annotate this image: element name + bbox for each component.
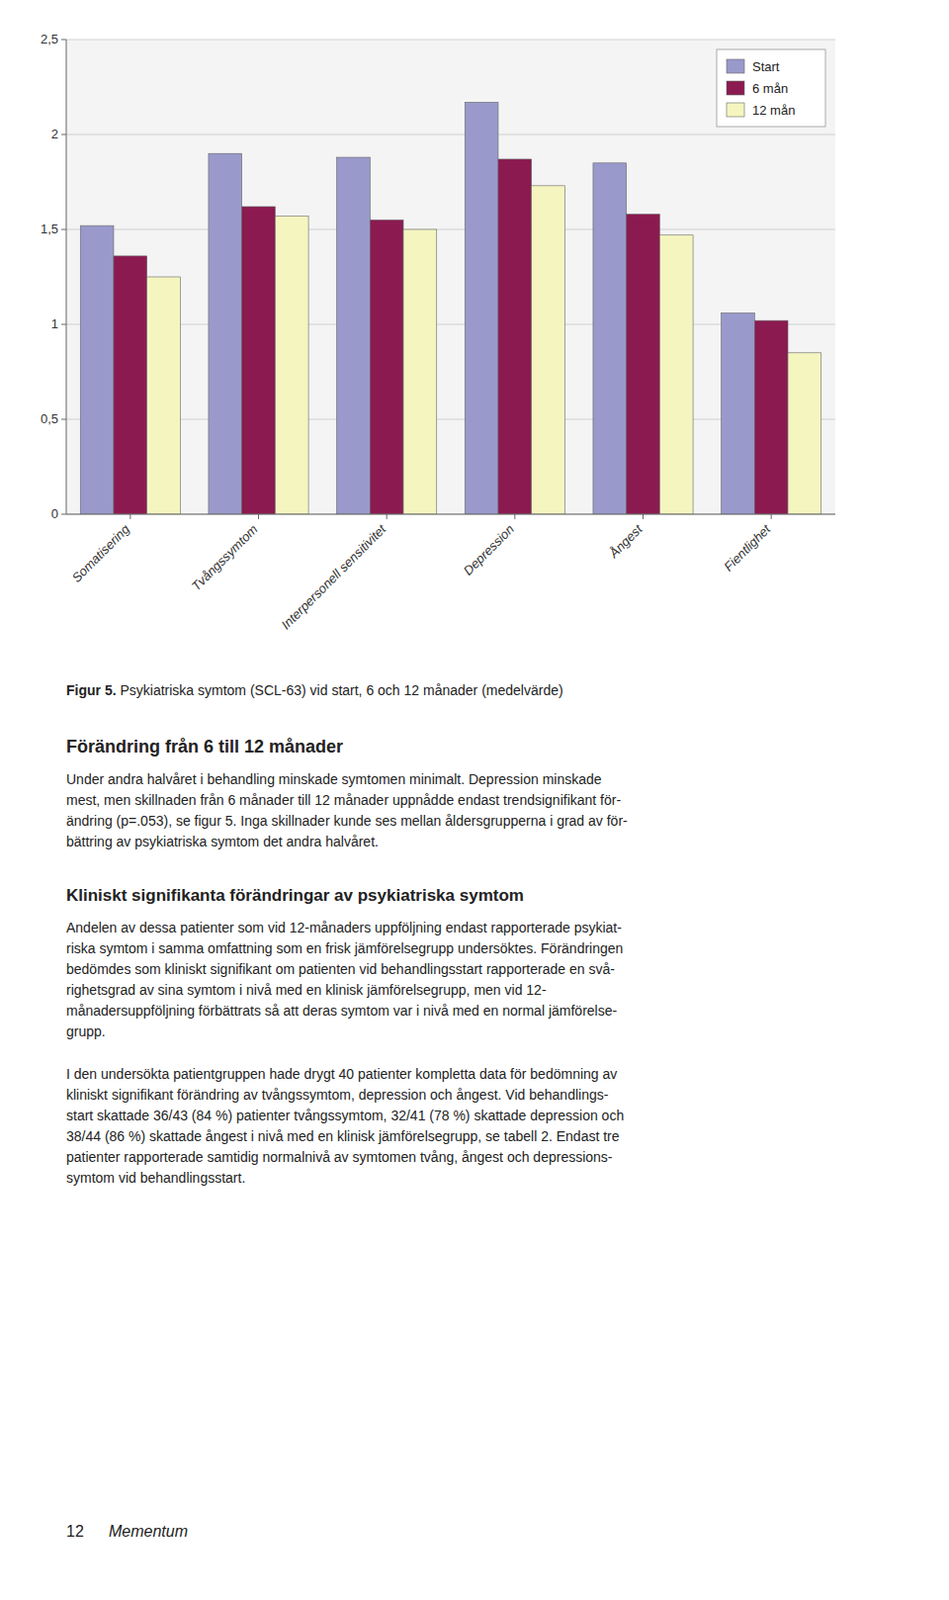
x-axis: Somatisering TvångssymtomInterpersonell s…	[69, 514, 776, 632]
legend-box	[716, 49, 826, 127]
y-tick-label: 1	[51, 316, 59, 332]
bar	[274, 216, 309, 515]
bar	[721, 312, 756, 515]
bar	[498, 159, 532, 515]
heading: Förändring från 6 till 12 månader	[66, 736, 344, 758]
y-tick	[61, 514, 67, 516]
bar	[208, 153, 243, 515]
footer-title: Mementum	[108, 1522, 188, 1541]
x-tick-label: Depression	[460, 521, 518, 579]
paragraph-line: I den undersökta patientgruppen hade dry…	[66, 1065, 617, 1082]
x-tick	[129, 514, 131, 519]
paragraph-line: grupp.	[66, 1023, 106, 1039]
page: 0 0,5 1 1,5 2 2,5 Somatisering TvångssymtomInte…	[0, 0, 949, 1600]
x-tick-label: Tvångssymtom	[188, 520, 261, 594]
legend-label: 6 mån	[752, 81, 788, 96]
y-tick-label: 2,5	[40, 31, 59, 47]
y-axis: 0 0,5 1 1,5 2 2,5	[40, 31, 67, 521]
bar	[147, 276, 181, 515]
y-tick-label: 0,5	[40, 411, 59, 427]
legend-swatch	[726, 59, 745, 74]
grid-line	[66, 324, 836, 326]
x-tick	[258, 514, 259, 519]
y-tick	[61, 134, 67, 136]
bars	[80, 101, 821, 515]
x-tick-label: Fientlighet	[720, 520, 775, 575]
paragraph-line: symtom vid behandlingsstart.	[66, 1169, 246, 1186]
paragraph-line: riska symtom i samma omfattning som en f…	[66, 940, 623, 956]
bar	[754, 320, 788, 515]
x-tick	[642, 514, 644, 519]
x-tick	[771, 514, 773, 519]
legend-label: 12 mån	[752, 102, 795, 118]
paragraph-line: Under andra halvåret i behandling minska…	[66, 771, 603, 787]
figure-caption-text: Psykiatriska symtom (SCL-63) vid start, …	[116, 682, 564, 698]
bar	[626, 214, 661, 515]
heading: Kliniskt signifikanta förändringar av ps…	[66, 885, 524, 906]
bar	[593, 163, 627, 515]
x-tick-label: Ångest	[605, 520, 647, 562]
paragraph-line: månadersuppföljning förbättrats så att d…	[66, 1002, 617, 1019]
paragraph-line: kliniskt signifikant förändring av tvång…	[66, 1086, 608, 1103]
bar	[659, 235, 693, 515]
paragraph-line: bättring av psykiatriska symtom det andr…	[66, 833, 379, 850]
bar	[403, 229, 437, 515]
paragraph-line: righetsgrad av sina symtom i nivå med en…	[66, 981, 547, 998]
y-tick-label: 2	[51, 126, 59, 142]
footer-page-number: 12	[66, 1522, 85, 1541]
y-tick-label: 1,5	[40, 221, 59, 237]
bar	[369, 219, 404, 515]
bar	[531, 185, 566, 515]
legend-swatch	[726, 81, 745, 95]
paragraph-line: ändring (p=.053), se figur 5. Inga skill…	[66, 812, 628, 829]
grid-line	[66, 39, 836, 41]
grid-line	[66, 419, 836, 421]
legend-swatch	[726, 102, 745, 117]
paragraph-line: patienter rapporterade samtidig normalni…	[66, 1148, 613, 1165]
y-tick	[61, 419, 67, 421]
x-tick	[386, 514, 388, 519]
bar	[113, 256, 148, 515]
x-axis-line	[66, 514, 836, 516]
x-tick-label: Interpersonell sensitivitet	[278, 520, 391, 633]
grid	[66, 39, 836, 515]
legend: Start 6 mån 12 mån	[716, 49, 826, 127]
paragraph-line: bedömdes som kliniskt signifikant om pat…	[66, 960, 615, 977]
bar	[787, 352, 822, 515]
x-tick-label: Somatisering	[69, 520, 134, 586]
y-axis-line	[66, 39, 68, 515]
y-tick	[61, 324, 67, 326]
grid-line	[66, 229, 836, 231]
figure-caption-label: Figur 5.	[66, 682, 117, 698]
bar	[80, 225, 114, 515]
legend-label: Start	[752, 59, 780, 75]
y-tick	[61, 39, 67, 41]
paragraph-line: Andelen av dessa patienter som vid 12-må…	[66, 919, 622, 936]
bar	[242, 206, 276, 515]
chart: 0 0,5 1 1,5 2 2,5 Somatisering TvångssymtomInte…	[0, 0, 949, 683]
y-tick-label: 0	[51, 506, 59, 521]
grid-line	[66, 514, 836, 516]
bar	[464, 101, 499, 515]
paragraph-line: 38/44 (86 %) skattade ångest i nivå med …	[66, 1127, 620, 1144]
grid-line	[66, 134, 836, 136]
bar	[337, 157, 371, 515]
figure-caption: Figur 5. Psykiatriska symtom (SCL-63) vi…	[66, 682, 564, 698]
y-tick	[61, 229, 67, 231]
plot-background	[66, 39, 836, 515]
paragraph-line: mest, men skillnaden från 6 månader till…	[66, 791, 621, 808]
paragraph-line: start skattade 36/43 (84 %) patienter tv…	[66, 1107, 624, 1123]
x-tick	[514, 514, 516, 519]
